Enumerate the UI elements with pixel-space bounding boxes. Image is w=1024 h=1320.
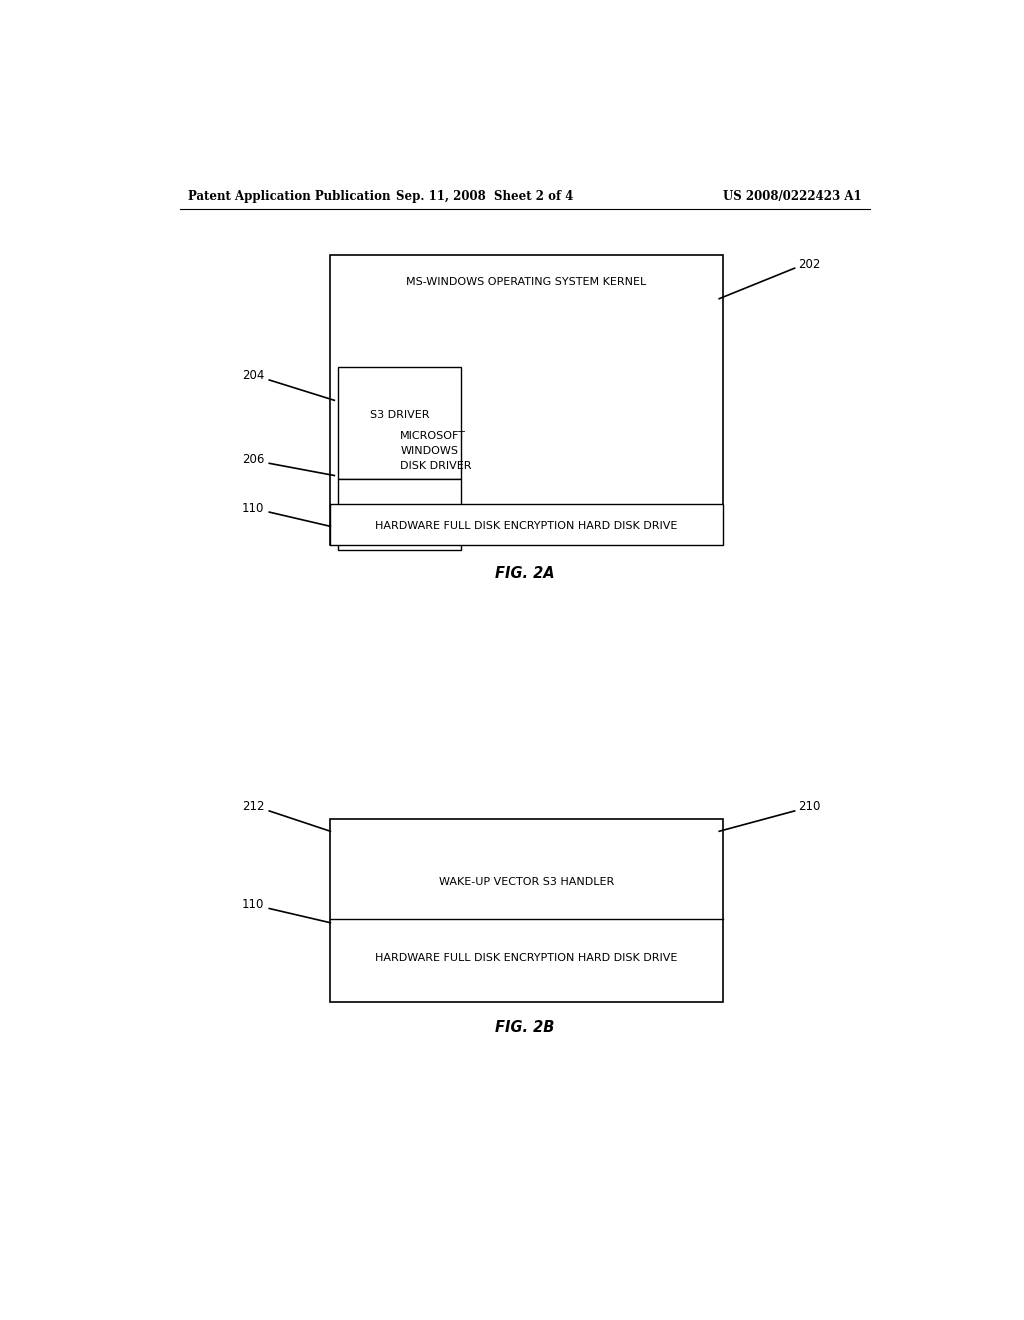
Text: FIG. 2B: FIG. 2B xyxy=(496,1020,554,1035)
Bar xyxy=(331,818,723,1002)
Text: 204: 204 xyxy=(242,370,264,383)
Text: HARDWARE FULL DISK ENCRYPTION HARD DISK DRIVE: HARDWARE FULL DISK ENCRYPTION HARD DISK … xyxy=(375,953,678,964)
Text: 212: 212 xyxy=(242,800,264,813)
Text: S3 DRIVER: S3 DRIVER xyxy=(371,409,430,420)
Bar xyxy=(338,367,462,479)
Text: 110: 110 xyxy=(242,898,264,911)
Bar xyxy=(331,255,723,545)
Bar xyxy=(331,504,723,545)
Text: MICROSOFT
WINDOWS
DISK DRIVER: MICROSOFT WINDOWS DISK DRIVER xyxy=(400,432,472,471)
Text: 206: 206 xyxy=(242,453,264,466)
Text: US 2008/0222423 A1: US 2008/0222423 A1 xyxy=(723,190,862,202)
Text: Sep. 11, 2008  Sheet 2 of 4: Sep. 11, 2008 Sheet 2 of 4 xyxy=(396,190,573,202)
Text: 110: 110 xyxy=(242,502,264,515)
Text: 202: 202 xyxy=(799,257,821,271)
Bar xyxy=(338,479,462,549)
Text: 210: 210 xyxy=(799,800,821,813)
Text: HARDWARE FULL DISK ENCRYPTION HARD DISK DRIVE: HARDWARE FULL DISK ENCRYPTION HARD DISK … xyxy=(375,521,678,532)
Text: FIG. 2A: FIG. 2A xyxy=(495,565,555,581)
Text: MS-WINDOWS OPERATING SYSTEM KERNEL: MS-WINDOWS OPERATING SYSTEM KERNEL xyxy=(407,277,646,288)
Text: Patent Application Publication: Patent Application Publication xyxy=(187,190,390,202)
Text: WAKE-UP VECTOR S3 HANDLER: WAKE-UP VECTOR S3 HANDLER xyxy=(438,876,614,887)
